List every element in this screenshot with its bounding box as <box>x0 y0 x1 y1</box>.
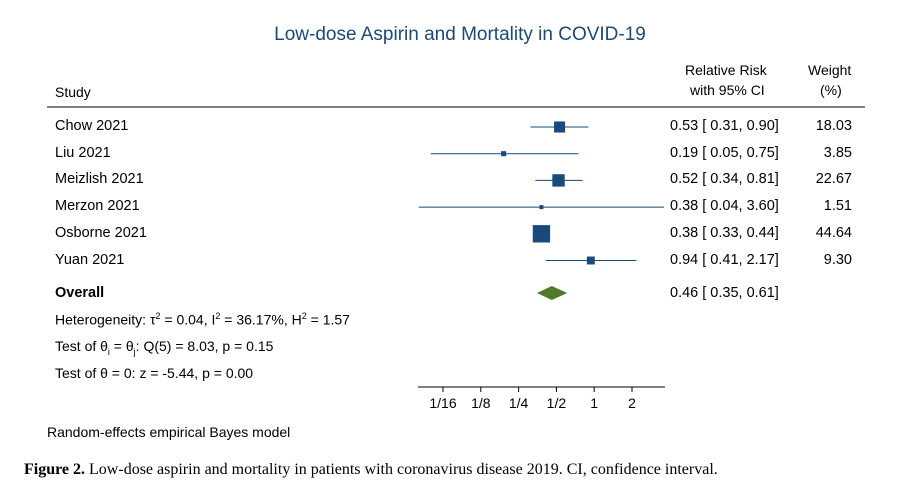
study-label: Yuan 2021 <box>55 251 125 268</box>
overall-effect-test: Test of θ = 0: z = -5.44, p = 0.00 <box>55 365 254 381</box>
weight-column-header-line2: (%) <box>820 82 842 98</box>
x-tick-label: 1/8 <box>471 395 491 411</box>
figure-caption-label: Figure 2. <box>24 461 86 478</box>
overall-label: Overall <box>55 285 105 301</box>
study-marker <box>501 151 507 157</box>
x-tick-label: 2 <box>628 395 636 411</box>
study-weight: 44.64 <box>815 224 852 241</box>
study-label: Meizlish 2021 <box>55 171 144 188</box>
model-footnote: Random-effects empirical Bayes model <box>47 424 291 440</box>
rr-column-header-line1: Relative Risk <box>685 62 767 78</box>
study-weight: 9.30 <box>823 251 852 268</box>
rr-column-header-line2: with 95% CI <box>690 82 765 98</box>
x-tick-label: 1/16 <box>429 395 456 411</box>
study-ci-text: 0.19 [ 0.05, 0.75] <box>670 144 779 161</box>
study-ci-text: 0.94 [ 0.41, 2.17] <box>670 251 779 268</box>
figure-caption-text: Low-dose aspirin and mortality in patien… <box>85 461 718 478</box>
study-ci-text: 0.38 [ 0.33, 0.44] <box>670 224 779 241</box>
study-ci-text: 0.52 [ 0.34, 0.81] <box>670 171 779 188</box>
x-tick-label: 1/4 <box>509 395 529 411</box>
study-label: Chow 2021 <box>55 118 129 134</box>
study-label: Osborne 2021 <box>55 224 147 241</box>
figure-caption: Figure 2. Low-dose aspirin and mortality… <box>24 461 718 479</box>
overall-ci-text: 0.46 [ 0.35, 0.61] <box>670 285 779 301</box>
study-marker <box>554 121 566 133</box>
study-weight: 22.67 <box>815 171 852 188</box>
study-column-header: Study <box>55 84 91 100</box>
study-weight: 1.51 <box>823 198 852 215</box>
weight-column-header-line1: Weight <box>808 62 852 78</box>
x-tick-label: 1/2 <box>547 395 567 411</box>
study-weight: 18.03 <box>815 118 852 134</box>
overall-diamond <box>536 286 568 300</box>
study-marker <box>539 205 544 210</box>
study-weight: 3.85 <box>823 144 852 161</box>
chart-title: Low-dose Aspirin and Mortality in COVID-… <box>274 24 646 45</box>
study-marker <box>586 256 595 265</box>
x-tick-label: 1 <box>590 395 598 411</box>
heterogeneity-stat: Heterogeneity: τ2 = 0.04, I2 = 36.17%, H… <box>55 311 350 328</box>
study-label: Merzon 2021 <box>55 198 140 215</box>
study-label: Liu 2021 <box>55 144 111 161</box>
study-marker <box>532 225 551 243</box>
study-marker <box>552 174 565 187</box>
study-ci-text: 0.53 [ 0.31, 0.90] <box>670 118 779 134</box>
homogeneity-test: Test of θi = θj: Q(5) = 8.03, p = 0.15 <box>55 338 274 357</box>
study-ci-text: 0.38 [ 0.04, 3.60] <box>670 198 779 215</box>
